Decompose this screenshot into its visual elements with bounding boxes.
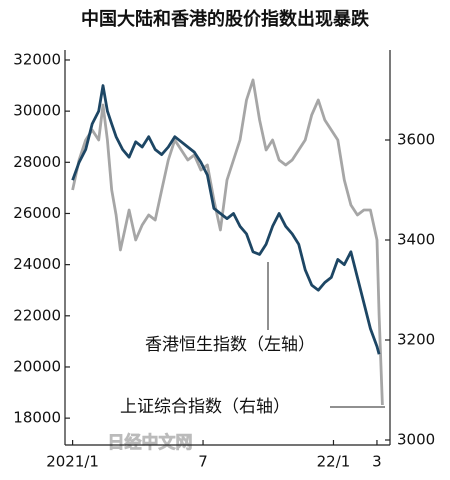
y2-tick-label: 3600 xyxy=(397,131,435,149)
y-tick-label: 30000 xyxy=(13,102,61,120)
y-tick-label: 20000 xyxy=(13,357,61,375)
x-tick-label: 22/1 xyxy=(317,453,351,471)
annotation: 上证综合指数（右轴） xyxy=(120,397,290,417)
x-tick-label: 7 xyxy=(198,453,208,471)
y2-tick-label: 3000 xyxy=(397,431,435,449)
series-line xyxy=(71,84,381,355)
annotation: 香港恒生指数（左轴） xyxy=(145,335,315,355)
x-tick-label: 2021/1 xyxy=(46,453,99,471)
y-tick-label: 32000 xyxy=(13,50,61,68)
y-tick-label: 24000 xyxy=(13,255,61,273)
y-tick-label: 22000 xyxy=(13,306,61,324)
y-tick-label: 28000 xyxy=(13,153,61,171)
y-tick-label: 26000 xyxy=(13,204,61,222)
y2-tick-label: 3200 xyxy=(397,331,435,349)
watermark: 日经中文网 xyxy=(108,432,193,453)
x-tick-label: 3 xyxy=(372,453,382,471)
y-tick-label: 18000 xyxy=(13,409,61,427)
chart-title: 中国大陆和香港的股价指数出现暴跌 xyxy=(81,8,370,30)
y2-tick-label: 3400 xyxy=(397,231,435,249)
series-line xyxy=(71,78,384,406)
